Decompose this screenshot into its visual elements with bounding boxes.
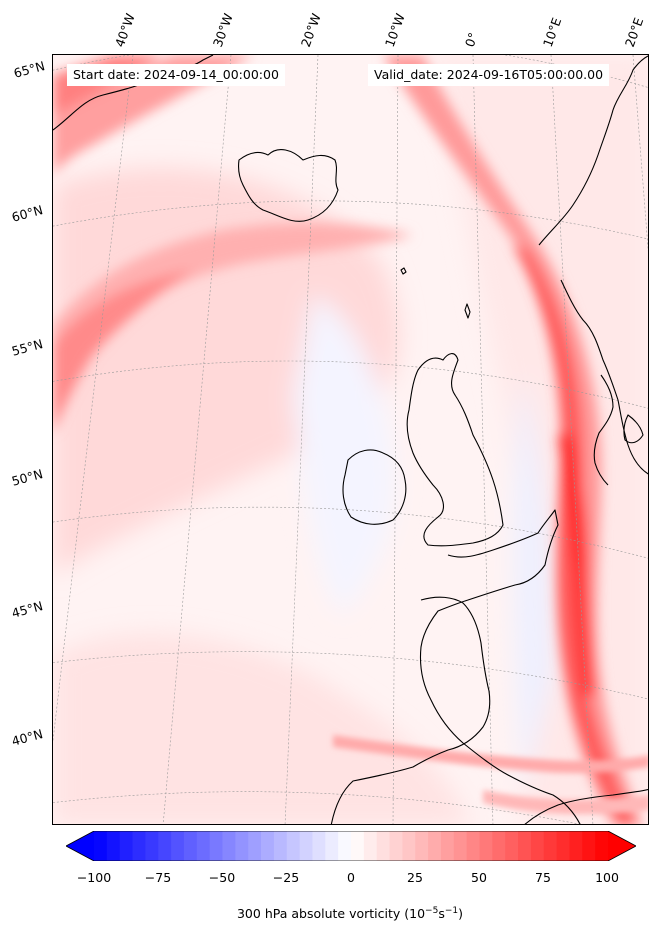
- colorbar-cell: [466, 831, 480, 861]
- valid-date-label: Valid_date: 2024-09-16T05:00:00.00: [368, 64, 610, 86]
- colorbar-cell: [543, 831, 558, 861]
- colorbar-cell: [440, 831, 455, 861]
- colorbar-cell: [119, 831, 134, 861]
- colorbar-cell: [261, 831, 275, 861]
- colorbar-cell: [351, 831, 365, 861]
- colorbar-cell: [518, 831, 532, 861]
- lat-label-40n: 40°N: [10, 726, 45, 749]
- colorbar-label-mid: s: [438, 906, 445, 922]
- colorbar-cell: [338, 831, 352, 861]
- colorbar-cell: [389, 831, 403, 861]
- coastlines: [53, 55, 648, 824]
- colorbar-cell: [479, 831, 493, 861]
- colorbar-label-main: 300 hPa absolute vorticity (10: [236, 906, 426, 922]
- ireland-coast: [342, 449, 407, 525]
- start-date-label: Start date: 2024-09-14_00:00:00: [67, 64, 285, 86]
- lon-label-20e: 20°E: [621, 15, 647, 49]
- lon-label-10e: 10°E: [539, 15, 565, 49]
- colorbar-cell: [132, 831, 146, 861]
- colorbar-cell: [286, 831, 301, 861]
- iberia-coast: [330, 596, 491, 824]
- colorbar-cell: [363, 831, 378, 861]
- colorbar-label: 300 hPa absolute vorticity (10−5s−1): [0, 906, 659, 921]
- colorbar-cell: [196, 831, 211, 861]
- shetland-islands: [464, 303, 471, 319]
- graticule: [53, 55, 648, 824]
- colorbar-cell: [273, 831, 288, 861]
- colorbar-tick-label: −75: [144, 870, 172, 885]
- colorbar-extend-low: [66, 831, 94, 861]
- colorbar-label-end: ): [458, 906, 463, 922]
- colorbar-cell: [556, 831, 570, 861]
- colorbar-label-exp2: −1: [444, 906, 459, 916]
- colorbar-cell: [453, 831, 468, 861]
- colorbar-cell: [94, 831, 108, 861]
- colorbar-cell: [415, 831, 429, 861]
- lon-label-0: 0°: [461, 30, 481, 49]
- colorbar-cell: [530, 831, 545, 861]
- zealand-island: [623, 414, 644, 444]
- colorbar-cell: [248, 831, 262, 861]
- colorbar-cells: [66, 831, 636, 861]
- colorbar-cell: [325, 831, 339, 861]
- colorbar-cell: [312, 831, 326, 861]
- lat-label-65n: 65°N: [12, 58, 47, 81]
- colorbar-tick-label: −50: [208, 870, 236, 885]
- colorbar-cell: [299, 831, 313, 861]
- colorbar: [66, 831, 636, 861]
- colorbar-extend-high: [608, 831, 636, 861]
- lat-label-45n: 45°N: [10, 598, 45, 621]
- great-britain-coast: [406, 353, 504, 547]
- colorbar-cell: [505, 831, 519, 861]
- colorbar-cell: [222, 831, 236, 861]
- vorticity-jet-east: [383, 55, 643, 824]
- colorbar-cell: [158, 831, 172, 861]
- colorbar-cell: [106, 831, 121, 861]
- colorbar-cell: [402, 831, 416, 861]
- lon-label-10w: 10°W: [381, 11, 408, 49]
- colorbar-tick-label: 50: [471, 870, 487, 885]
- colorbar-cell: [171, 831, 185, 861]
- colorbar-cell: [582, 831, 596, 861]
- lon-label-20w: 20°W: [297, 11, 324, 49]
- colorbar-tick-label: 100: [595, 870, 619, 885]
- lat-label-60n: 60°N: [10, 202, 45, 225]
- colorbar-cell: [595, 831, 609, 861]
- colorbar-tick-label: −25: [272, 870, 300, 885]
- colorbar-tick-label: 75: [535, 870, 551, 885]
- colorbar-cell: [209, 831, 223, 861]
- western-europe-coast: [419, 509, 581, 824]
- colorbar-cell: [183, 831, 198, 861]
- colorbar-cell: [145, 831, 159, 861]
- colorbar-cell: [428, 831, 442, 861]
- vorticity-south-band: [333, 735, 648, 815]
- colorbar-tick-label: −100: [76, 870, 112, 885]
- vorticity-map: [52, 54, 649, 825]
- iceland-coast: [237, 149, 339, 222]
- colorbar-label-exp1: −5: [425, 906, 439, 916]
- map-canvas: [53, 55, 648, 824]
- lon-label-40w: 40°W: [111, 11, 138, 49]
- north-africa-coast: [524, 788, 648, 824]
- faroe-islands: [400, 267, 407, 275]
- sweden-denmark-coast: [560, 279, 648, 475]
- colorbar-cell: [569, 831, 583, 861]
- colorbar-cell: [492, 831, 506, 861]
- colorbar-tick-label: 25: [407, 870, 423, 885]
- jutland-coast: [593, 374, 614, 486]
- lat-label-50n: 50°N: [10, 466, 45, 489]
- vorticity-broad-field: [53, 55, 648, 824]
- norway-coast: [538, 55, 648, 246]
- colorbar-tick-label: 0: [347, 870, 355, 885]
- colorbar-cell: [235, 831, 249, 861]
- lon-label-30w: 30°W: [209, 11, 236, 49]
- colorbar-cell: [376, 831, 391, 861]
- lat-label-55n: 55°N: [10, 336, 45, 359]
